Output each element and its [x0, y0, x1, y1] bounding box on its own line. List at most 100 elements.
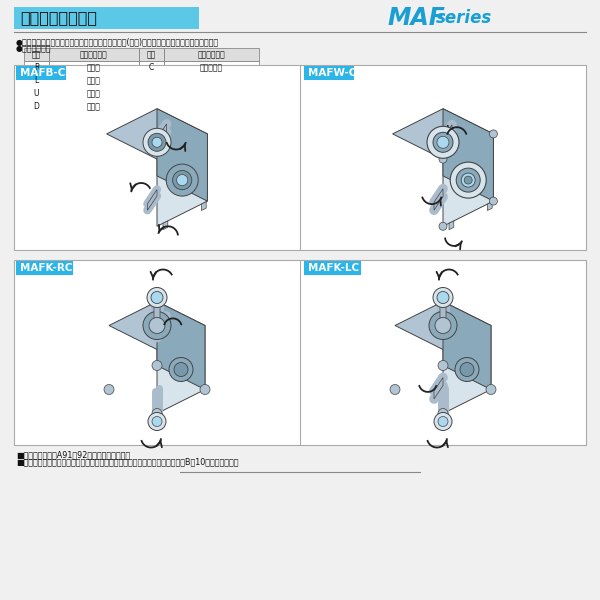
Bar: [14, 260, 586, 445]
Circle shape: [435, 317, 451, 334]
Polygon shape: [157, 124, 167, 146]
Bar: [164, 61, 259, 74]
Circle shape: [460, 362, 474, 377]
Circle shape: [437, 136, 449, 148]
Circle shape: [149, 317, 165, 334]
Circle shape: [148, 413, 166, 431]
Text: ●軸配置の記号: ●軸配置の記号: [16, 44, 52, 53]
Bar: [139, 100, 164, 113]
Bar: [24, 48, 49, 61]
Polygon shape: [443, 109, 493, 201]
Polygon shape: [202, 202, 206, 211]
Polygon shape: [109, 301, 205, 349]
Bar: [164, 48, 259, 61]
Text: 下　側: 下 側: [87, 102, 101, 111]
Bar: [304, 261, 361, 275]
Circle shape: [439, 222, 447, 230]
Circle shape: [148, 133, 166, 151]
Circle shape: [437, 292, 449, 304]
Circle shape: [143, 311, 171, 340]
Circle shape: [152, 361, 162, 370]
Polygon shape: [395, 301, 491, 349]
Circle shape: [486, 385, 496, 395]
Text: 出力軸両軸: 出力軸両軸: [200, 63, 223, 72]
Circle shape: [438, 409, 448, 419]
Text: R: R: [34, 63, 39, 72]
Bar: [14, 65, 586, 250]
Circle shape: [152, 137, 162, 147]
Text: L: L: [34, 76, 38, 85]
Polygon shape: [157, 301, 205, 389]
Bar: [24, 74, 49, 87]
Bar: [49, 87, 139, 100]
Circle shape: [490, 197, 497, 205]
Circle shape: [490, 130, 497, 138]
Polygon shape: [163, 221, 168, 230]
Text: U: U: [34, 89, 39, 98]
Circle shape: [166, 164, 198, 196]
Bar: [49, 100, 139, 113]
Polygon shape: [487, 202, 492, 211]
Text: 上　側: 上 側: [87, 89, 101, 98]
Polygon shape: [107, 109, 208, 159]
Bar: [164, 100, 259, 113]
Text: ■軸配置の詳細はA91・92を参照して下さい。: ■軸配置の詳細はA91・92を参照して下さい。: [16, 450, 130, 459]
Circle shape: [169, 358, 193, 382]
Polygon shape: [443, 301, 491, 389]
Circle shape: [464, 176, 472, 184]
Circle shape: [433, 287, 453, 307]
Text: MAFK-LC: MAFK-LC: [308, 263, 359, 273]
Bar: [49, 48, 139, 61]
Text: MAFK-RC: MAFK-RC: [20, 263, 73, 273]
Text: 記号: 記号: [147, 50, 156, 59]
Circle shape: [429, 311, 457, 340]
Circle shape: [143, 128, 171, 156]
Bar: [24, 100, 49, 113]
Polygon shape: [434, 188, 443, 210]
Polygon shape: [157, 325, 205, 413]
Polygon shape: [443, 125, 452, 146]
Polygon shape: [154, 296, 160, 327]
Text: 右　側: 右 側: [87, 63, 101, 72]
Polygon shape: [443, 134, 493, 226]
Bar: [139, 61, 164, 74]
Circle shape: [456, 168, 480, 192]
Polygon shape: [449, 221, 454, 230]
Polygon shape: [148, 190, 157, 210]
Bar: [164, 87, 259, 100]
Text: MAFB-C: MAFB-C: [20, 68, 65, 78]
Text: series: series: [436, 9, 492, 27]
Bar: [49, 74, 139, 87]
Text: MAFW-C: MAFW-C: [308, 68, 356, 78]
Circle shape: [427, 127, 459, 158]
Circle shape: [200, 385, 210, 395]
Circle shape: [438, 416, 448, 427]
Text: ■特殊な取付状態については、当社へお問い合わせ下さい。なお、参考としてB－10をご覧下さい。: ■特殊な取付状態については、当社へお問い合わせ下さい。なお、参考としてB－10を…: [16, 457, 239, 466]
Circle shape: [390, 385, 400, 395]
Text: ●軸配置は入力軸またはモータを手前にして出力軸(青色)の出ている方向で決定して下さい。: ●軸配置は入力軸またはモータを手前にして出力軸(青色)の出ている方向で決定して下…: [16, 37, 219, 46]
Text: 軸配置と回転方向: 軸配置と回転方向: [20, 10, 97, 25]
Polygon shape: [392, 109, 493, 159]
Circle shape: [152, 409, 162, 419]
Polygon shape: [157, 109, 208, 201]
Text: C: C: [149, 63, 154, 72]
Polygon shape: [443, 325, 491, 413]
Bar: [14, 7, 199, 29]
Bar: [139, 87, 164, 100]
Text: 記号: 記号: [32, 50, 41, 59]
Bar: [49, 61, 139, 74]
Text: D: D: [34, 102, 40, 111]
Text: MAF: MAF: [388, 6, 446, 30]
Circle shape: [173, 170, 192, 190]
Circle shape: [439, 155, 447, 163]
Text: 左　側: 左 側: [87, 76, 101, 85]
Bar: [139, 74, 164, 87]
Circle shape: [147, 287, 167, 307]
Polygon shape: [434, 377, 443, 399]
Circle shape: [152, 416, 162, 427]
Circle shape: [434, 413, 452, 431]
Bar: [24, 61, 49, 74]
Circle shape: [455, 358, 479, 382]
Text: 出力軸の方向: 出力軸の方向: [80, 50, 108, 59]
Circle shape: [176, 175, 188, 186]
